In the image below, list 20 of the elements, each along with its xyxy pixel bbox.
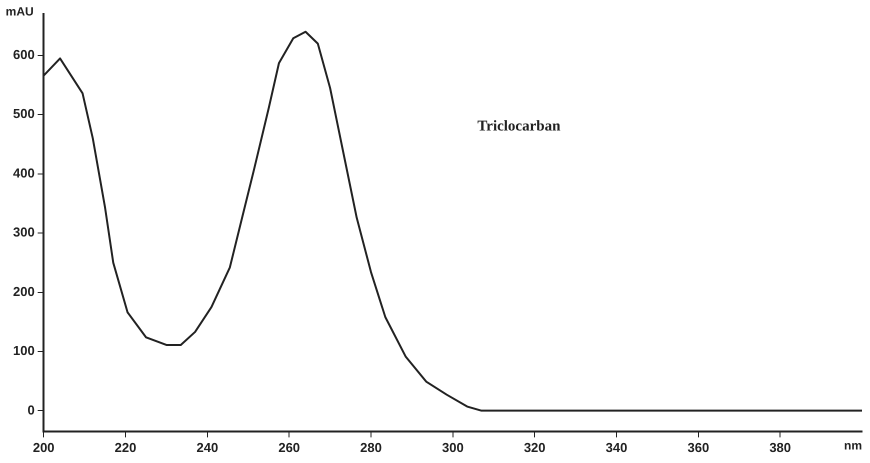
annotation: Triclocarban xyxy=(477,118,562,135)
x-axis-title: nm xyxy=(844,438,862,453)
x-tick-label: 360 xyxy=(687,440,710,455)
x-tick-label: 340 xyxy=(606,440,628,455)
y-tick-label: 0 xyxy=(27,402,35,418)
x-tick-label: 300 xyxy=(442,440,464,455)
y-axis-title: mAU xyxy=(6,4,34,18)
x-tick-label: 200 xyxy=(32,440,55,455)
y-tick-label: 200 xyxy=(12,284,35,299)
x-tick-label: 280 xyxy=(360,440,382,455)
y-tick-label: 600 xyxy=(12,47,35,62)
x-tick-label: 380 xyxy=(769,440,792,455)
x-tick-label: 220 xyxy=(114,440,136,455)
y-tick-label: 500 xyxy=(12,106,35,122)
y-tick-label: 300 xyxy=(12,224,35,240)
x-tick-label: 320 xyxy=(524,440,546,455)
x-tick-label: 260 xyxy=(278,440,300,455)
y-tick-label: 100 xyxy=(12,343,35,358)
y-tick-label: 400 xyxy=(12,165,35,180)
x-tick-label: 240 xyxy=(196,440,218,455)
